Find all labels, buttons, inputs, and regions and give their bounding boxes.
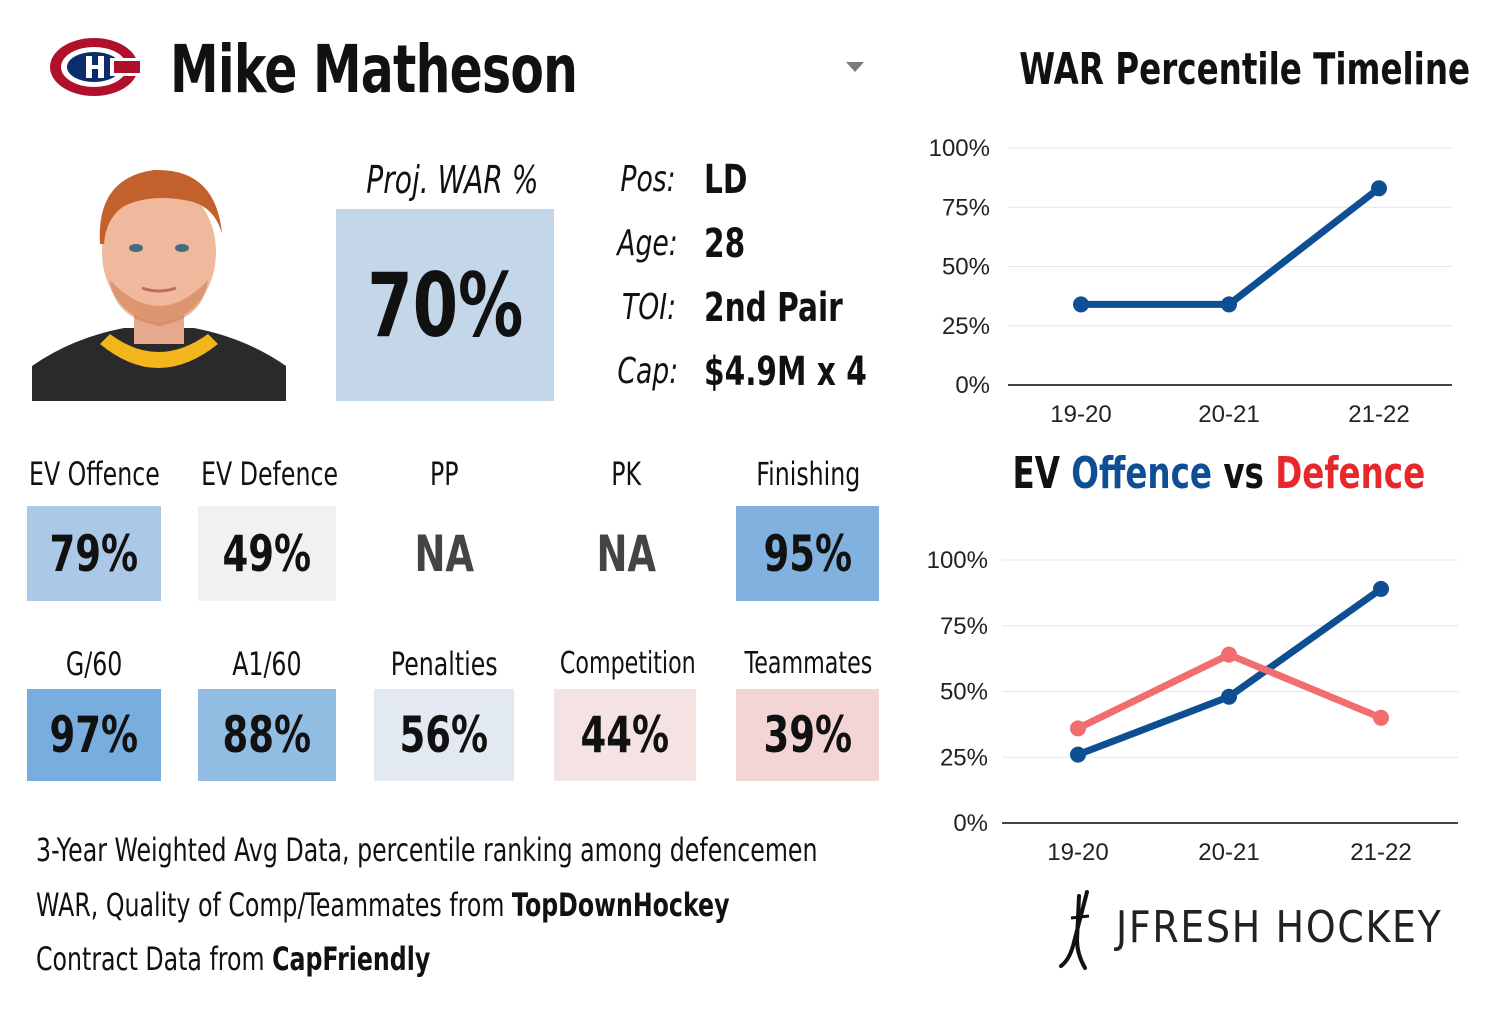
footnote-data-description: 3-Year Weighted Avg Data, percentile ran… xyxy=(36,831,818,869)
tile-pk-value: NA xyxy=(596,524,656,583)
age-value: 28 xyxy=(704,221,746,267)
tile-ev-defence-label: EV Defence xyxy=(201,455,339,493)
tile-pk-label: PK xyxy=(611,455,641,493)
player-name: Mike Matheson xyxy=(170,31,578,108)
tile-ev-offence: 79% xyxy=(27,506,161,601)
tile-teammates: 39% xyxy=(736,689,879,781)
tile-penalties: 56% xyxy=(374,689,514,781)
chart2-data-point xyxy=(1373,580,1389,597)
tile-competition: 44% xyxy=(554,689,696,781)
tile-finishing-value: 95% xyxy=(763,524,852,583)
source-topdownhockey-link[interactable]: TopDownHockey xyxy=(511,886,730,924)
tile-pp-label: PP xyxy=(429,455,459,493)
tile-pp: NA xyxy=(374,506,514,601)
chart1-x-tick-label: 21-22 xyxy=(1348,401,1409,428)
tile-g60: 97% xyxy=(27,689,161,781)
projected-war-box: 70% xyxy=(336,209,554,401)
cap-label: Cap: xyxy=(617,351,679,392)
tile-ev-defence-value: 49% xyxy=(222,524,312,583)
chart1-x-tick-label: 20-21 xyxy=(1198,401,1259,428)
chart2-data-point xyxy=(1070,746,1086,763)
chart2-data-point xyxy=(1221,646,1237,663)
tile-a160: 88% xyxy=(198,689,336,781)
projected-war-value: 70% xyxy=(367,253,523,357)
tile-pp-value: NA xyxy=(414,524,474,583)
war-timeline-chart: 0% 25% 50% 75% 100% 19-20 20-21 21-22 xyxy=(929,135,1452,428)
hockey-sticks-icon xyxy=(1055,888,1105,972)
tile-competition-value: 44% xyxy=(580,706,670,764)
tile-finishing-label: Finishing xyxy=(755,455,861,493)
tile-pk: NA xyxy=(556,506,696,601)
chart2-data-point xyxy=(1070,720,1086,737)
source-capfriendly-link[interactable]: CapFriendly xyxy=(272,940,431,978)
chart2-y-tick-label: 50% xyxy=(940,679,988,706)
chart2-y-tick-label: 0% xyxy=(953,810,988,837)
chart1-data-point xyxy=(1073,296,1089,313)
chart1-y-tick-label: 50% xyxy=(942,254,990,281)
player-select-dropdown-icon[interactable] xyxy=(846,62,864,72)
canadiens-logo-icon xyxy=(48,36,140,98)
projected-war-label: Proj. WAR % xyxy=(366,158,539,202)
toi-value: 2nd Pair xyxy=(704,285,843,331)
chart2-y-tick-label: 75% xyxy=(940,613,988,640)
tile-teammates-label: Teammates xyxy=(744,646,872,681)
tile-ev-offence-value: 79% xyxy=(49,524,139,583)
footnote-contract-source: Contract Data from CapFriendly xyxy=(36,940,431,978)
toi-label: TOI: xyxy=(621,287,676,328)
position-label: Pos: xyxy=(620,159,676,200)
chart1-y-tick-label: 25% xyxy=(942,313,990,340)
tile-g60-label: G/60 xyxy=(65,645,123,683)
tile-g60-value: 97% xyxy=(49,706,139,764)
chart2-data-point xyxy=(1373,709,1389,726)
chart1-x-tick-label: 19-20 xyxy=(1050,401,1111,428)
tile-penalties-label: Penalties xyxy=(390,645,498,683)
tile-finishing: 95% xyxy=(736,506,879,601)
tile-a160-value: 88% xyxy=(222,706,312,764)
chart2-x-tick-label: 21-22 xyxy=(1350,839,1411,866)
chart1-data-point xyxy=(1371,180,1387,197)
chart2-series-line-offence xyxy=(1074,585,1385,759)
ev-offence-defence-chart: 0% 25% 50% 75% 100% 19-20 20-21 21-22 xyxy=(927,547,1458,866)
tile-a160-label: A1/60 xyxy=(232,645,302,683)
chart1-y-tick-label: 100% xyxy=(929,135,990,162)
tile-ev-defence: 49% xyxy=(198,506,336,601)
chart1-series-line-0 xyxy=(1077,184,1383,308)
chart1-title: WAR Percentile Timeline xyxy=(1019,44,1471,95)
chart2-y-tick-label: 100% xyxy=(927,547,988,574)
tile-competition-label: Competition xyxy=(559,646,696,681)
tile-ev-offence-label: EV Offence xyxy=(28,455,160,493)
chart2-y-tick-label: 25% xyxy=(940,744,988,771)
chart2-title: EV Offence vs Defence xyxy=(1012,448,1426,499)
chart2-data-point xyxy=(1221,688,1237,705)
chart1-data-point xyxy=(1221,296,1237,313)
chart2-x-tick-label: 19-20 xyxy=(1047,839,1108,866)
position-value: LD xyxy=(704,157,748,203)
brand-name: JFRESH HOCKEY xyxy=(1116,902,1443,953)
chart2-x-tick-label: 20-21 xyxy=(1198,839,1259,866)
footnote-war-source: WAR, Quality of Comp/Teammates from TopD… xyxy=(36,886,730,924)
chart1-y-tick-label: 75% xyxy=(942,194,990,221)
player-photo xyxy=(32,148,286,401)
tile-teammates-value: 39% xyxy=(763,706,852,764)
cap-value: $4.9M x 4 xyxy=(704,349,867,395)
chart1-y-tick-label: 0% xyxy=(955,372,990,399)
tile-penalties-value: 56% xyxy=(399,706,489,764)
age-label: Age: xyxy=(617,223,678,264)
